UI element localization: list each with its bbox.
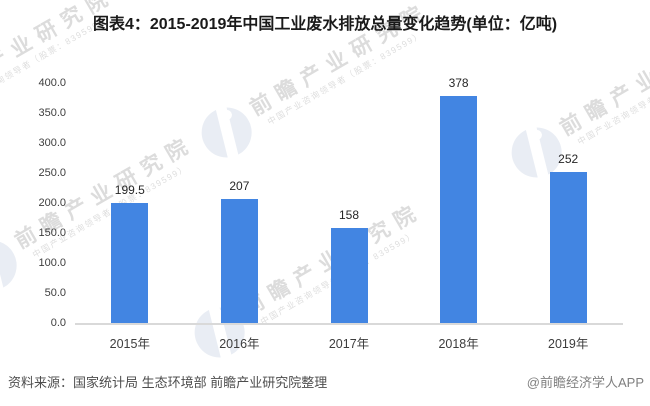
bar-2018年 (440, 96, 478, 323)
y-tick-label: 100.0 (38, 257, 66, 269)
y-tick-label: 400.0 (38, 77, 66, 89)
y-tick-label: 0.0 (50, 317, 66, 329)
y-tick-label: 250.0 (38, 167, 66, 179)
source-note: 资料来源：国家统计局 生态环境部 前瞻产业研究院整理 (8, 375, 328, 390)
y-tick-label: 300.0 (38, 137, 66, 149)
x-axis-label: 2018年 (438, 337, 479, 351)
x-axis-label: 2019年 (548, 337, 589, 351)
x-axis-label: 2016年 (219, 337, 260, 351)
bar-value-label: 207 (229, 179, 250, 193)
x-axis-label: 2017年 (328, 337, 370, 351)
bar-value-label: 378 (448, 76, 469, 90)
y-tick-label: 150.0 (38, 227, 66, 239)
plot-area: 199.5 2015年 207 2016年 158 2017年 378 2018年 252 201… (75, 76, 623, 351)
bar-2015年 (111, 203, 149, 323)
bar-2017年 (330, 228, 368, 323)
x-axis-label: 2015年 (109, 337, 150, 351)
bar-2016年 (220, 199, 258, 323)
y-tick-label: 350.0 (38, 107, 66, 119)
y-tick-label: 200.0 (38, 197, 66, 209)
credit-note: @前瞻经济学人APP (526, 375, 644, 390)
bar-value-label: 199.5 (114, 183, 145, 197)
y-tick-label: 50.0 (44, 287, 66, 299)
bar-value-label: 252 (558, 152, 579, 166)
y-axis: 0.0 50.0 100.0 150.0 200.0 250.0 300.0 350.0 400… (0, 77, 66, 329)
bar-2019年 (549, 172, 587, 323)
chart-title: 图表4：2015-2019年中国工业废水排放总量变化趋势(单位：亿吨) (92, 16, 558, 33)
bar-value-label: 158 (338, 208, 360, 222)
footer: 资料来源：国家统计局 生态环境部 前瞻产业研究院整理 @前瞻经济学人APP (8, 372, 644, 391)
